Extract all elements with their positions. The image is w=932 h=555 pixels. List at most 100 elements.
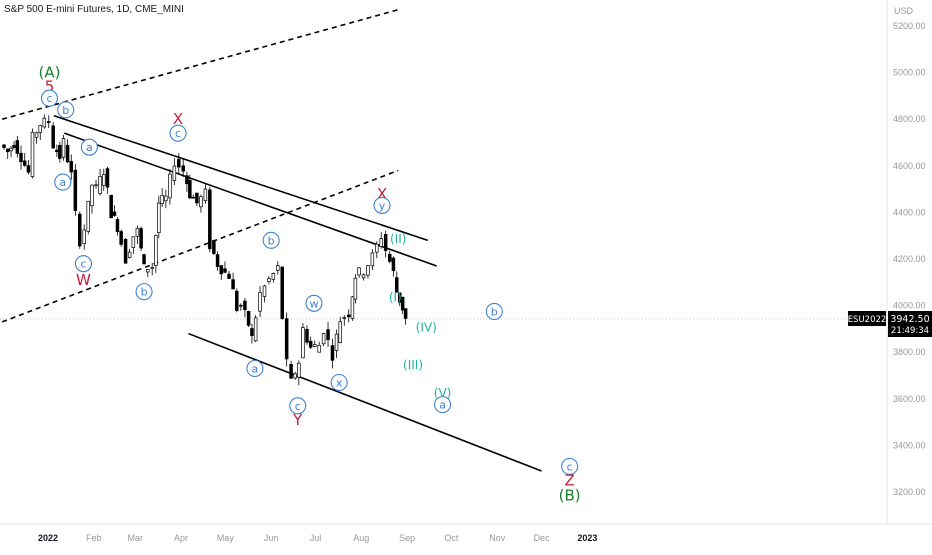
candle[interactable] [9,145,13,158]
candle[interactable] [168,168,172,205]
candle[interactable] [395,271,399,293]
candle[interactable] [297,360,301,386]
candle[interactable] [19,145,23,170]
candle[interactable] [223,261,227,274]
candle[interactable] [370,249,375,271]
candle[interactable] [258,286,262,317]
candle[interactable] [219,265,224,280]
candle[interactable] [105,166,110,194]
candle[interactable] [195,192,199,207]
candle[interactable] [321,332,326,347]
candle[interactable] [55,144,59,157]
candle[interactable] [112,205,117,217]
candle[interactable] [357,267,361,278]
candle[interactable] [86,200,91,235]
candle[interactable] [250,323,254,344]
candle[interactable] [215,251,220,271]
candle[interactable] [375,241,379,259]
candle[interactable] [82,224,86,250]
candle[interactable] [284,312,289,367]
candle[interactable] [61,134,66,161]
candle[interactable] [239,303,243,311]
candle[interactable] [235,288,239,313]
candle[interactable] [199,194,203,213]
candle[interactable] [146,269,150,277]
candle[interactable] [65,139,70,163]
candle[interactable] [383,230,388,258]
candle[interactable] [46,115,51,128]
candle[interactable] [391,256,396,277]
candle[interactable] [312,340,317,348]
candle[interactable] [78,211,82,249]
candle[interactable] [267,275,271,285]
candle[interactable] [317,341,321,353]
candle[interactable] [2,143,6,150]
candle[interactable] [403,308,408,325]
candle[interactable] [231,272,235,290]
candle[interactable] [293,371,297,380]
candle[interactable] [350,295,355,321]
candle[interactable] [102,168,106,192]
candle[interactable] [142,253,146,265]
trendline-1[interactable] [1,8,399,120]
candle[interactable] [361,273,366,281]
candle[interactable] [177,153,181,174]
trendline-5[interactable] [188,332,542,472]
candle[interactable] [208,187,212,253]
candle[interactable] [139,226,143,251]
candle[interactable] [94,179,98,189]
candle[interactable] [185,171,189,192]
candle[interactable] [181,158,185,177]
candle[interactable] [58,141,62,163]
candle[interactable] [276,261,280,275]
candle[interactable] [160,188,164,207]
candle[interactable] [157,195,161,239]
candle[interactable] [400,296,405,315]
candle[interactable] [342,315,347,326]
candle[interactable] [135,225,140,244]
candle[interactable] [69,154,74,180]
candle[interactable] [30,128,35,179]
candle[interactable] [15,135,20,158]
candle[interactable] [346,309,351,323]
candle[interactable] [51,122,55,149]
candle[interactable] [115,217,120,236]
candle[interactable] [172,158,177,186]
candle[interactable] [262,284,267,303]
candle[interactable] [353,274,358,304]
candle[interactable] [22,153,27,167]
candle[interactable] [98,169,102,196]
candle[interactable] [73,164,78,216]
candle[interactable] [326,321,330,347]
candle[interactable] [308,336,313,350]
candle[interactable] [123,237,128,264]
trendline-2[interactable] [1,169,399,323]
candle[interactable] [301,323,305,359]
candle[interactable] [154,234,158,273]
candle[interactable] [191,194,195,199]
candle[interactable] [42,114,47,129]
candle[interactable] [227,270,231,279]
candle[interactable] [150,263,154,276]
candle[interactable] [253,315,258,343]
candle[interactable] [330,338,335,369]
candle[interactable] [90,184,94,214]
candle[interactable] [289,360,293,379]
candle[interactable] [334,329,339,358]
candle[interactable] [164,189,168,209]
candle[interactable] [305,325,309,345]
candle[interactable] [12,141,16,150]
candle[interactable] [243,297,247,318]
candle[interactable] [38,124,42,141]
candle[interactable] [387,250,392,264]
candle[interactable] [5,148,10,159]
candle[interactable] [246,310,251,327]
candle[interactable] [127,248,132,259]
candle[interactable] [109,194,113,219]
candle[interactable] [119,229,123,247]
candle[interactable] [34,131,39,144]
trendline-3[interactable] [53,114,429,242]
candle[interactable] [131,236,136,254]
